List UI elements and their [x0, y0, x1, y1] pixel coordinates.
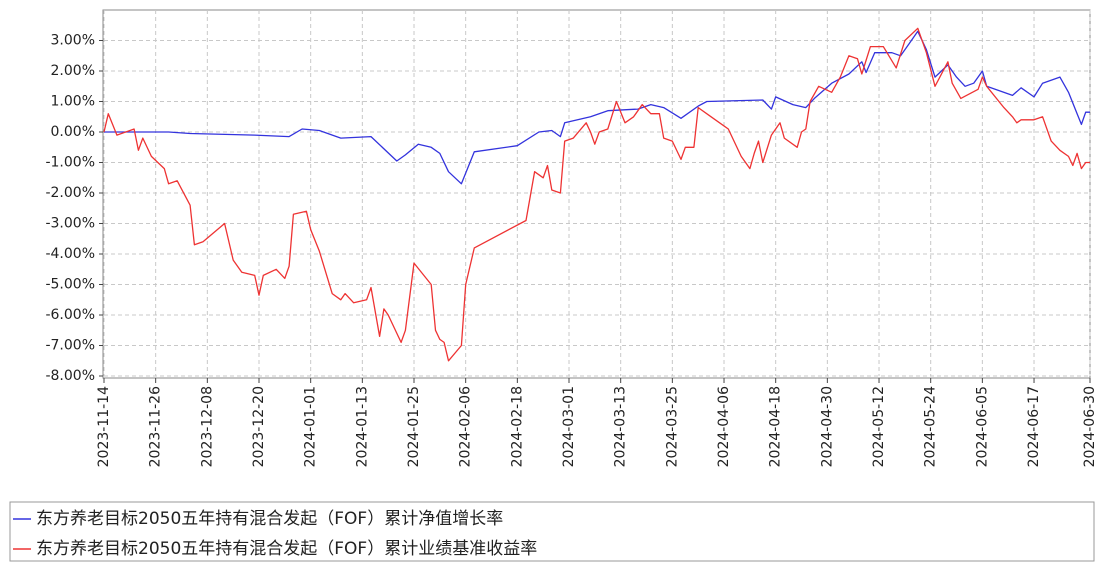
- y-tick-label: -3.00%: [45, 216, 95, 232]
- x-tick-label: 2024-04-30: [819, 386, 835, 467]
- y-tick-label: 3.00%: [51, 33, 95, 49]
- x-tick-label: 2024-01-13: [354, 386, 370, 467]
- x-tick-label: 2024-06-30: [1082, 386, 1095, 467]
- y-tick-label: -4.00%: [45, 246, 95, 262]
- x-tick-label: 2024-06-17: [1026, 386, 1042, 467]
- x-tick-label: 2024-03-01: [561, 386, 577, 467]
- y-tick-label: -6.00%: [45, 307, 95, 323]
- legend-label: 东方养老目标2050五年持有混合发起（FOF）累计净值增长率: [36, 509, 503, 529]
- x-tick-label: 2024-02-18: [509, 386, 525, 467]
- x-tick-label: 2023-12-08: [199, 386, 215, 467]
- x-tick-label: 2024-03-13: [613, 386, 629, 467]
- x-tick-label: 2024-04-18: [768, 386, 784, 467]
- x-tick-label: 2024-06-05: [974, 386, 990, 467]
- y-tick-label: 1.00%: [51, 94, 95, 110]
- x-tick-label: 2023-11-14: [96, 386, 112, 467]
- y-tick-label: 0.00%: [51, 124, 95, 140]
- x-tick-label: 2023-11-26: [148, 386, 164, 467]
- series-line: [104, 30, 1090, 185]
- legend-label: 东方养老目标2050五年持有混合发起（FOF）累计业绩基准收益率: [36, 539, 537, 559]
- x-tick-label: 2024-04-06: [716, 386, 732, 467]
- x-tick-label: 2024-03-25: [664, 386, 680, 467]
- y-tick-label: -7.00%: [45, 338, 95, 354]
- x-tick-label: 2024-02-06: [458, 386, 474, 467]
- plot-area: [102, 9, 1091, 379]
- y-tick-label: -5.00%: [45, 277, 95, 293]
- x-tick-label: 2024-01-01: [303, 386, 319, 467]
- y-tick-label: -8.00%: [45, 368, 95, 384]
- x-tick-label: 2024-05-24: [923, 386, 939, 467]
- y-tick-label: -2.00%: [45, 185, 95, 201]
- legend: 东方养老目标2050五年持有混合发起（FOF）累计净值增长率东方养老目标2050…: [9, 501, 1095, 562]
- y-tick-label: -1.00%: [45, 155, 95, 171]
- x-tick-label: 2024-01-25: [406, 386, 422, 467]
- x-tick-label: 2024-05-12: [871, 386, 887, 467]
- x-tick-label: 2023-12-20: [251, 386, 267, 467]
- series-line: [103, 27, 1090, 362]
- y-tick-label: 2.00%: [51, 63, 95, 79]
- legend-box: [9, 501, 1095, 562]
